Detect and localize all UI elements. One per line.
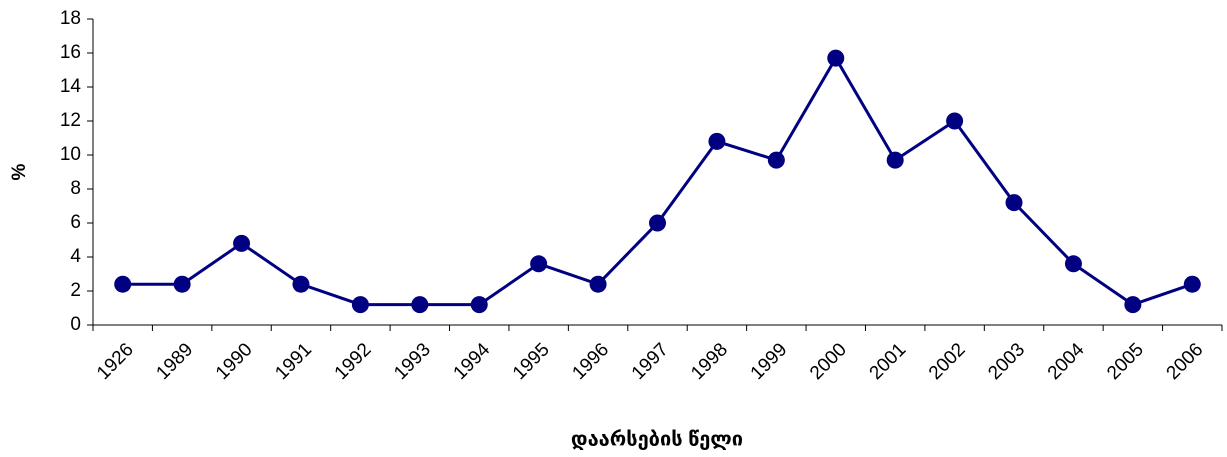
x-tick-label: 1992 [331, 339, 376, 384]
x-tick-label: 1998 [687, 339, 732, 384]
data-point [173, 275, 191, 293]
x-tick-label: 2001 [866, 339, 911, 384]
y-tick-label: 18 [60, 8, 81, 29]
x-tick-label: 1997 [628, 339, 673, 384]
data-point [946, 112, 964, 130]
data-point [767, 151, 785, 169]
y-axis-label: % [9, 163, 30, 180]
y-tick-label: 2 [70, 280, 81, 301]
y-tick-label: 12 [60, 110, 81, 131]
data-point [649, 214, 666, 232]
y-tick-label: 6 [70, 212, 81, 233]
x-tick-label: 2004 [1044, 339, 1089, 384]
data-point [411, 296, 429, 314]
data-point [292, 275, 310, 293]
y-tick-label: 8 [70, 178, 81, 199]
y-tick-label: 0 [70, 314, 81, 335]
data-point [827, 49, 845, 67]
y-tick-label: 10 [60, 144, 81, 165]
x-axis-label: დაარსების წელი [571, 428, 743, 450]
x-tick-label: 1999 [747, 339, 792, 384]
y-tick-label: 16 [60, 42, 81, 63]
x-tick-label: 1993 [390, 339, 435, 384]
data-point [1183, 275, 1201, 293]
x-tick-label: 2006 [1163, 339, 1208, 384]
data-point [1064, 255, 1082, 273]
data-point [114, 275, 132, 293]
x-tick-label: 2005 [1103, 339, 1148, 384]
series-line [122, 55, 1193, 307]
data-point [233, 234, 251, 252]
data-point [470, 296, 488, 314]
x-tick-label: 1995 [509, 339, 554, 384]
data-point [589, 275, 607, 293]
x-tick-label: 1989 [152, 339, 197, 384]
x-tick-label: 1990 [212, 339, 257, 384]
x-tick-label: 1996 [568, 339, 613, 384]
y-tick-label: 4 [70, 246, 81, 267]
x-tick-label: 1991 [271, 339, 316, 384]
x-tick-label: 1994 [450, 339, 495, 384]
data-point [351, 296, 369, 314]
data-point [1124, 296, 1142, 314]
x-tick-label: 2000 [806, 339, 851, 384]
data-point [1005, 194, 1023, 212]
x-tick-label: 2002 [925, 339, 970, 384]
x-tick-label: 1926 [93, 339, 138, 384]
x-tick-label: 2003 [984, 339, 1029, 384]
data-point [886, 151, 904, 169]
data-point [530, 255, 548, 273]
y-tick-label: 14 [60, 76, 82, 97]
data-point [708, 132, 726, 150]
